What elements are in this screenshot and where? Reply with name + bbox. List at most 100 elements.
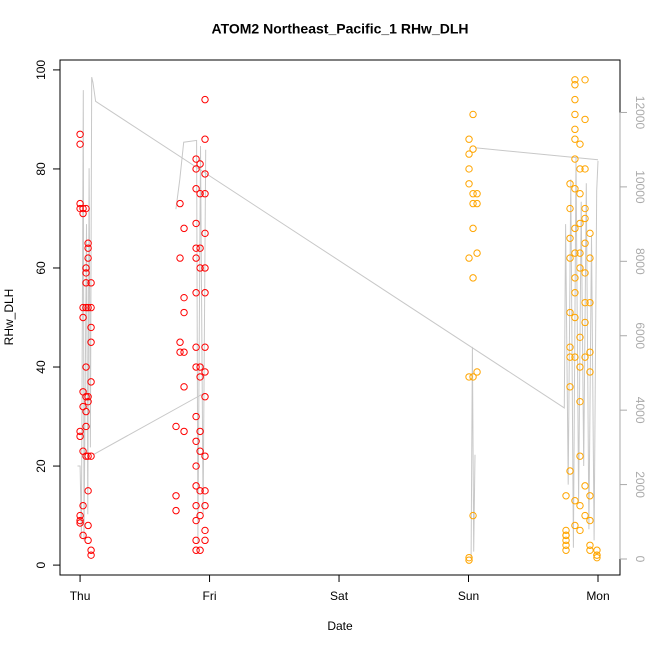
y-axis-label: RHw_DLH [2,289,16,346]
data-point [84,244,92,252]
data-point [465,556,473,564]
data-point [82,407,90,416]
data-point [576,363,584,371]
data-point [562,536,570,545]
data-point [571,155,579,163]
data-point [196,244,204,252]
data-point [581,318,589,327]
data-point [571,313,579,322]
data-point [176,254,184,262]
data-point [566,467,574,475]
data-point [581,353,589,361]
data-point [192,155,200,163]
data-point [469,190,477,198]
data-point [586,348,594,356]
data-point [201,95,209,104]
data-point [201,393,209,401]
data-point [465,135,473,143]
data-point [576,140,584,148]
data-point [76,519,84,527]
data-point [593,551,601,559]
data-point [469,224,477,233]
series-line [77,76,599,560]
data-point [87,338,95,346]
data-point [176,348,184,356]
data-point [82,279,90,287]
data-point [473,249,481,257]
data-point [571,125,579,134]
data-point [196,427,204,436]
data-point [196,373,204,381]
data-point [593,546,601,554]
data-point [586,492,594,500]
data-point [201,264,209,272]
x-tick-label: Sat [330,589,349,603]
data-point [473,368,481,376]
x-tick-label: Thu [70,589,91,603]
data-point [87,303,95,312]
data-point [576,249,584,257]
data-point [566,204,574,213]
data-point [84,452,92,460]
data-point [566,254,574,262]
data-point [180,308,188,317]
data-point [76,516,84,525]
data-point [76,427,84,436]
data-point [469,199,477,208]
data-point [586,546,594,554]
y2-tick-label: 12000 [633,96,647,130]
data-point [76,140,84,148]
data-point [201,229,209,238]
data-point [581,239,589,247]
data-point [469,145,477,153]
data-point [192,437,200,445]
data-point [562,541,570,549]
data-point [571,76,579,84]
data-point [79,531,87,540]
data-point [562,546,570,554]
data-point [192,482,200,490]
chart-title: ATOM2 Northeast_Pacific_1 RHw_DLH [212,21,469,37]
data-point [82,452,90,460]
data-point [180,427,188,436]
data-point [84,521,92,530]
data-point [84,303,92,312]
data-point [581,115,589,124]
data-point [79,303,87,312]
data-point [576,452,584,460]
data-point [180,224,188,233]
y-tick-label: 20 [34,459,48,473]
data-point [82,363,90,371]
data-point [465,254,473,262]
data-point [82,264,90,272]
data-point [192,412,200,421]
data-point [571,497,579,505]
data-point [192,254,200,262]
data-point [566,383,574,391]
data-point [79,501,87,510]
data-point [180,293,188,302]
data-point [192,219,200,228]
data-point [562,526,570,535]
data-point [172,422,180,431]
data-point [87,378,95,386]
data-point [465,165,473,173]
data-point [192,343,200,351]
data-point [201,135,209,143]
y-tick-label: 60 [34,261,48,275]
data-point [576,501,584,510]
data-point [576,264,584,272]
data-point [576,526,584,535]
data-point [581,511,589,520]
data-point [192,185,200,193]
data-point [465,553,473,562]
data-point [586,298,594,307]
x-tick-label: Fri [203,589,217,603]
data-point [576,219,584,228]
data-point [201,343,209,351]
data-point [581,482,589,490]
data-point [196,511,204,520]
data-point [576,397,584,406]
y2-tick-label: 4000 [633,397,647,424]
